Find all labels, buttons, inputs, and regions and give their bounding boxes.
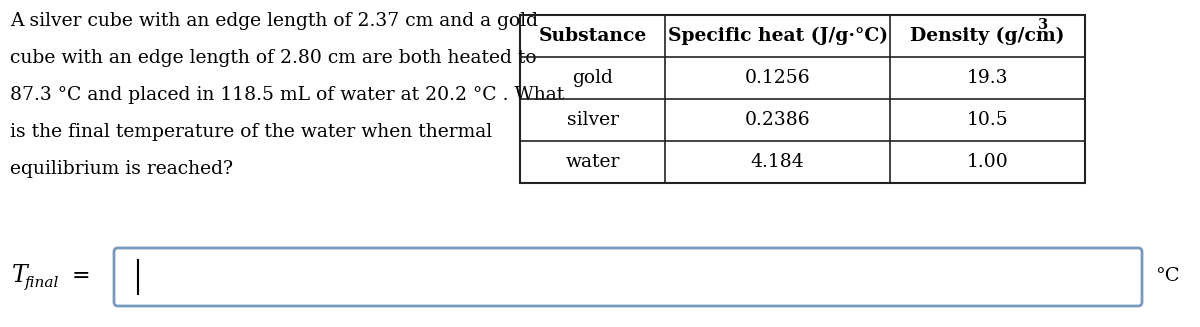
Text: 19.3: 19.3 [967, 69, 1008, 87]
Text: final: final [25, 276, 59, 290]
Text: A silver cube with an edge length of 2.37 cm and a gold: A silver cube with an edge length of 2.3… [10, 12, 538, 30]
Text: =: = [72, 265, 91, 287]
Text: Density (g/cm): Density (g/cm) [911, 27, 1064, 45]
Bar [520, 15, 1085, 183]
Text: 0.1256: 0.1256 [745, 69, 810, 87]
Text: 0.2386: 0.2386 [745, 111, 810, 129]
Text: gold: gold [572, 69, 613, 87]
Text: water: water [565, 153, 619, 171]
Text: 10.5: 10.5 [967, 111, 1008, 129]
FancyBboxPatch shape [114, 248, 1142, 306]
Text: Specific heat (J/g·°C): Specific heat (J/g·°C) [667, 27, 888, 45]
Text: °C: °C [1154, 267, 1180, 285]
Text: 1.00: 1.00 [967, 153, 1008, 171]
Text: T: T [12, 264, 28, 286]
Text: is the final temperature of the water when thermal: is the final temperature of the water wh… [10, 123, 492, 141]
Text: 87.3 °C and placed in 118.5 mL of water at 20.2 °C . What: 87.3 °C and placed in 118.5 mL of water … [10, 86, 564, 104]
Text: equilibrium is reached?: equilibrium is reached? [10, 160, 233, 178]
Text: Substance: Substance [539, 27, 647, 45]
Text: 4.184: 4.184 [751, 153, 804, 171]
Text: cube with an edge length of 2.80 cm are both heated to: cube with an edge length of 2.80 cm are … [10, 49, 536, 67]
Text: 3: 3 [1038, 18, 1048, 32]
Text: silver: silver [566, 111, 618, 129]
